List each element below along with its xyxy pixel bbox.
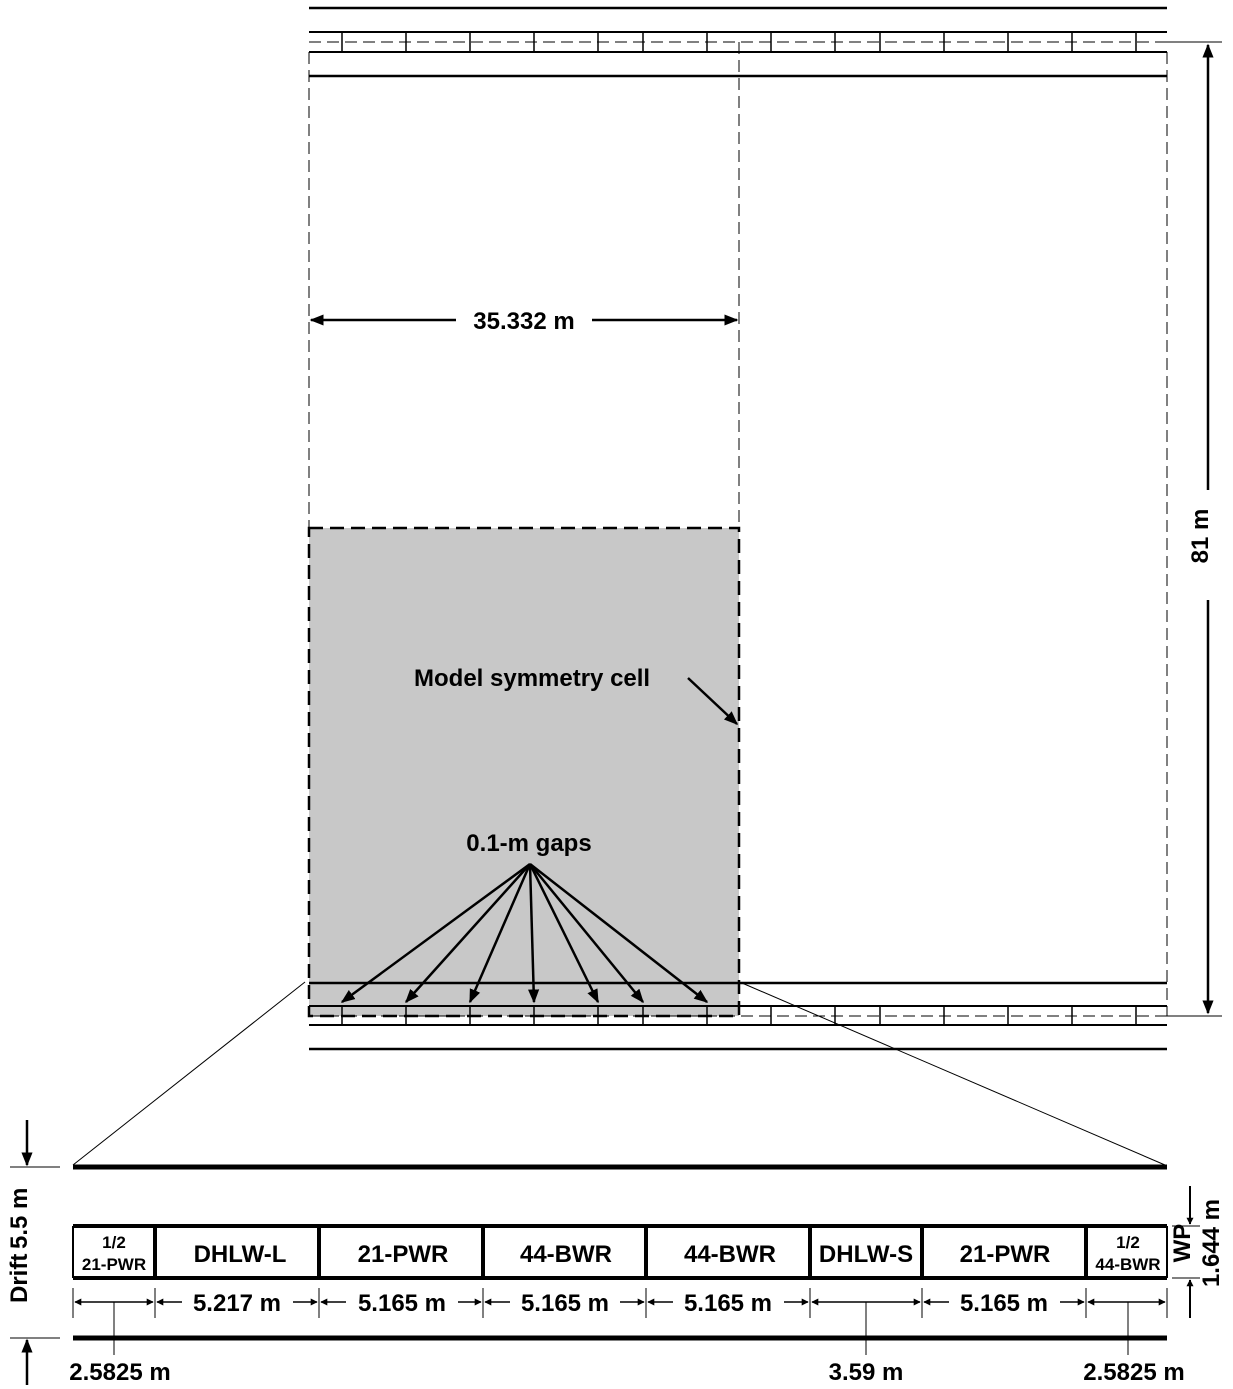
bottom-drift — [309, 981, 1167, 1051]
height-dimension-label: 81 m — [1187, 509, 1214, 564]
zoom-line-right — [741, 982, 1166, 1166]
drift-label: Drift — [6, 1254, 33, 1303]
package-label: 1/2 — [102, 1233, 126, 1252]
spacing-label: 5.165 m — [684, 1290, 772, 1317]
width-dimension: 35.332 m — [309, 308, 739, 335]
drift-detail-view: 1/2 21-PWR DHLW-L 21-PWR 44-BWR 44-BWR D… — [6, 1120, 1225, 1386]
package-label: 21-PWR — [358, 1241, 449, 1268]
wp-height-label: 1.644 m — [1198, 1199, 1225, 1287]
width-dimension-label: 35.332 m — [473, 308, 574, 335]
package-label: DHLW-L — [194, 1241, 287, 1268]
spacing-label: 5.217 m — [193, 1290, 281, 1317]
package-separators — [72, 1226, 1168, 1278]
package-label: 44-BWR — [684, 1241, 776, 1268]
height-dimension: 81 m — [1167, 41, 1222, 1017]
spacing-ticks — [72, 1288, 1168, 1318]
drift-height-dimension — [10, 1120, 60, 1385]
top-drift — [309, 6, 1167, 78]
wp-height-dimension — [1172, 1186, 1200, 1318]
right-offset-label: 2.5825 m — [1083, 1359, 1184, 1386]
spacing-label: 5.165 m — [358, 1290, 446, 1317]
gaps-label: 0.1-m gaps — [466, 830, 591, 857]
package-labels: 1/2 21-PWR DHLW-L 21-PWR 44-BWR 44-BWR D… — [82, 1233, 1161, 1274]
drift-height-label: 5.5 m — [6, 1188, 33, 1249]
package-label: 1/2 — [1116, 1233, 1140, 1252]
gap-pointers — [340, 862, 709, 1004]
package-label: 44-BWR — [1095, 1255, 1160, 1274]
package-label: 21-PWR — [960, 1241, 1051, 1268]
wp-label: WP — [1169, 1224, 1196, 1263]
offset-leaders — [113, 1302, 1129, 1355]
package-label: 44-BWR — [520, 1241, 612, 1268]
package-label: 21-PWR — [82, 1255, 146, 1274]
mid-offset-label: 3.59 m — [829, 1359, 904, 1386]
symmetry-cell-region — [307, 526, 741, 1018]
left-offset-label: 2.5825 m — [69, 1359, 170, 1386]
plan-view: 35.332 m 81 m Model symmetry cell 0.1-m … — [72, 6, 1222, 1166]
symmetry-cell-label: Model symmetry cell — [414, 665, 650, 692]
zoom-line-left — [72, 981, 306, 1166]
spacing-label: 5.165 m — [960, 1290, 1048, 1317]
package-label: DHLW-S — [819, 1241, 913, 1268]
spacing-labels: 5.217 m 5.165 m 5.165 m 5.165 m 5.165 m — [193, 1290, 1048, 1317]
symmetry-cell-pointer — [687, 677, 739, 725]
spacing-label: 5.165 m — [521, 1290, 609, 1317]
